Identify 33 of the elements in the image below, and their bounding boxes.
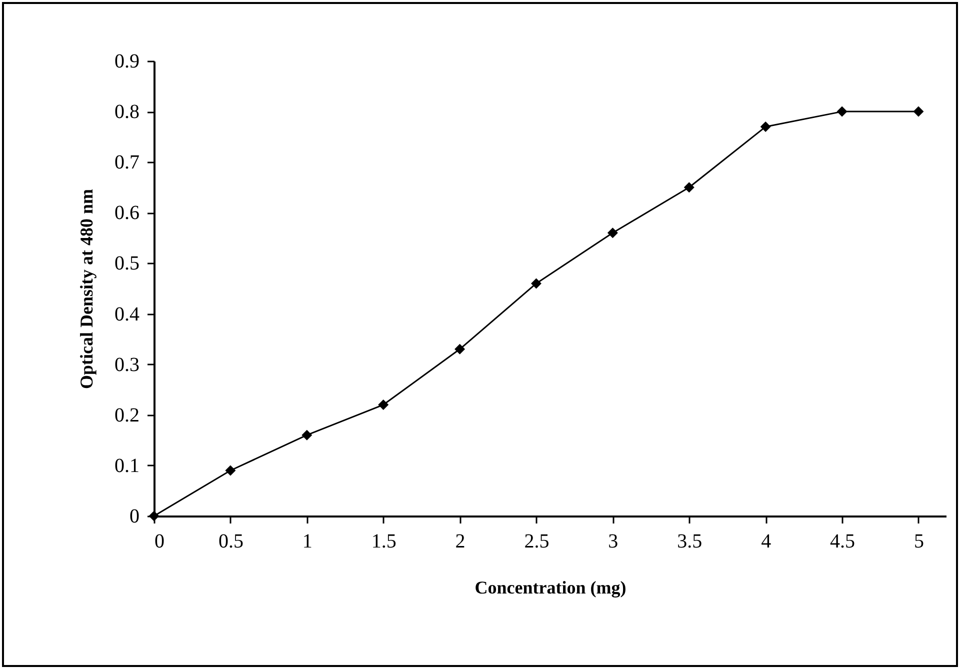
point: [454, 344, 466, 354]
point: [607, 228, 618, 238]
y-tick-label: 0.2: [114, 404, 140, 426]
x-tick-label: 2.5: [524, 530, 550, 552]
y-tick-label: 0.7: [114, 152, 140, 174]
x-tick-label: 4: [761, 530, 772, 552]
y-axis-title: Optical Density at 480 nm: [76, 189, 96, 389]
point: [913, 106, 924, 117]
point: [760, 121, 771, 132]
y-tick-label: 0.6: [114, 202, 140, 224]
y-tick-label: 0.5: [114, 252, 140, 275]
x-tick-label: 3.5: [677, 530, 702, 552]
x-axis-title: Concentration (mg): [474, 578, 626, 598]
point: [530, 278, 542, 289]
x-tick-label: 1.5: [371, 530, 396, 552]
point: [836, 106, 848, 117]
x-tick-label: 5: [914, 530, 924, 552]
x-tick-label: 4.5: [830, 530, 856, 552]
y-tick-label: 0.3: [114, 354, 140, 376]
point: [225, 465, 236, 476]
point: [302, 430, 312, 440]
x-tick-label: 1: [302, 530, 312, 552]
y-tick-label: 0.4: [114, 303, 140, 326]
point: [378, 400, 389, 410]
x-tick-label: 0.5: [218, 530, 244, 552]
x-tick-label: 2: [455, 530, 466, 552]
point: [684, 182, 694, 193]
x-tick-label: 0: [154, 530, 164, 552]
y-tick-label: 0.8: [114, 101, 140, 124]
x-tick-label: 3: [608, 530, 618, 552]
y-tick-label: 0.9: [114, 50, 140, 72]
y-tick-label: 0: [130, 506, 140, 528]
y-tick-label: 0.1: [114, 454, 140, 477]
